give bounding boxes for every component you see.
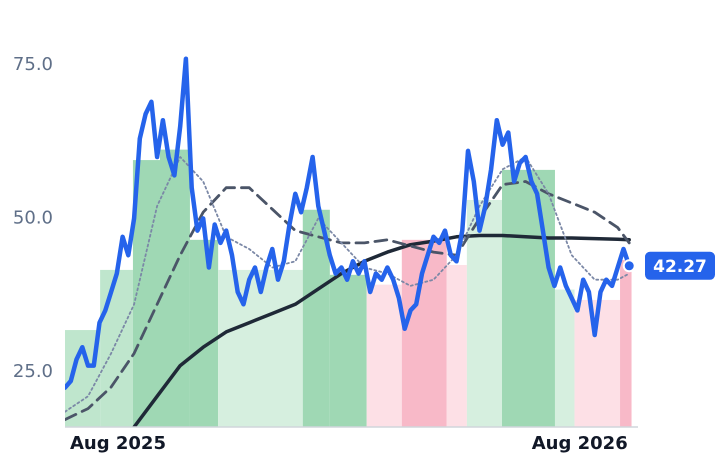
band <box>329 274 367 427</box>
last-value-badge <box>645 251 715 280</box>
band <box>620 260 632 427</box>
series-line <box>65 180 631 421</box>
line-layer <box>65 56 632 427</box>
series-line <box>132 233 631 427</box>
band <box>302 209 330 427</box>
x-tick-label: Aug 2026 <box>532 433 628 454</box>
band-layer <box>65 149 632 427</box>
y-tick-label: 50.0 <box>13 207 53 228</box>
band <box>100 269 133 427</box>
band <box>466 199 502 427</box>
band <box>502 169 555 427</box>
axes: 25.0 50.0 75.0 Aug 2025 Aug 2026 <box>13 54 638 454</box>
band <box>554 289 575 427</box>
band <box>366 284 402 427</box>
last-point <box>622 259 636 273</box>
last-value-label: 42.27 <box>653 257 707 277</box>
y-tick-label: 75.0 <box>13 54 53 75</box>
band <box>189 239 219 427</box>
y-tick-label: 25.0 <box>13 361 53 382</box>
band <box>218 269 303 427</box>
x-tick-label: Aug 2025 <box>70 433 166 454</box>
series-line <box>65 156 631 413</box>
series-line <box>65 56 632 390</box>
band <box>446 265 467 427</box>
overlay: 42.27 <box>622 251 715 280</box>
